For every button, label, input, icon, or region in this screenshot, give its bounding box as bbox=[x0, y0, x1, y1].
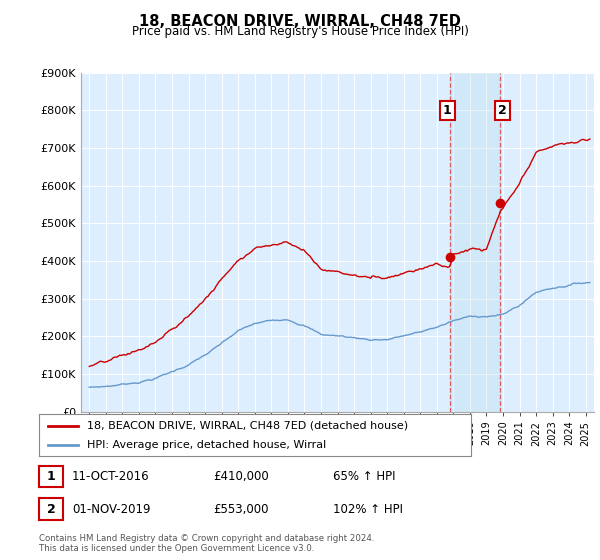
Text: £553,000: £553,000 bbox=[213, 502, 269, 516]
Text: 01-NOV-2019: 01-NOV-2019 bbox=[72, 502, 151, 516]
Text: HPI: Average price, detached house, Wirral: HPI: Average price, detached house, Wirr… bbox=[86, 440, 326, 450]
Text: 2: 2 bbox=[499, 104, 507, 117]
Text: 102% ↑ HPI: 102% ↑ HPI bbox=[333, 502, 403, 516]
Text: 11-OCT-2016: 11-OCT-2016 bbox=[72, 470, 149, 483]
Text: Contains HM Land Registry data © Crown copyright and database right 2024.
This d: Contains HM Land Registry data © Crown c… bbox=[39, 534, 374, 553]
Text: 18, BEACON DRIVE, WIRRAL, CH48 7ED (detached house): 18, BEACON DRIVE, WIRRAL, CH48 7ED (deta… bbox=[86, 421, 407, 431]
Text: 1: 1 bbox=[47, 470, 55, 483]
Text: 65% ↑ HPI: 65% ↑ HPI bbox=[333, 470, 395, 483]
Bar bbox=[450, 73, 500, 412]
Text: 18, BEACON DRIVE, WIRRAL, CH48 7ED: 18, BEACON DRIVE, WIRRAL, CH48 7ED bbox=[139, 14, 461, 29]
Text: Price paid vs. HM Land Registry's House Price Index (HPI): Price paid vs. HM Land Registry's House … bbox=[131, 25, 469, 38]
Text: 2: 2 bbox=[47, 502, 55, 516]
Text: 1: 1 bbox=[443, 104, 452, 117]
Text: £410,000: £410,000 bbox=[213, 470, 269, 483]
